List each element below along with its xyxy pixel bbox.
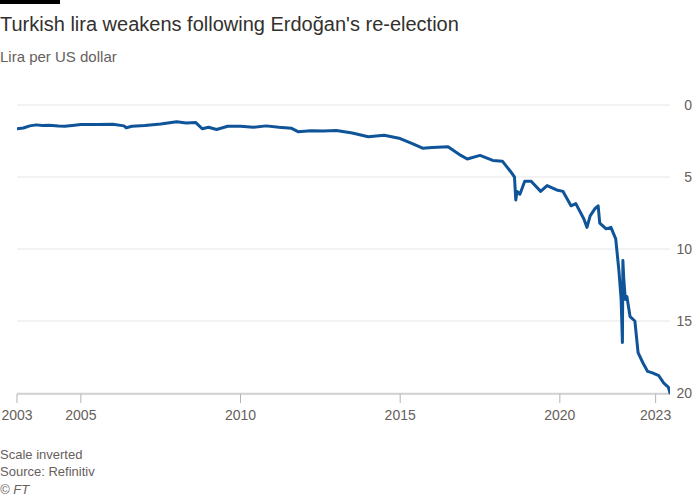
y-tick-label: 15 bbox=[676, 313, 692, 329]
brand-bar bbox=[0, 0, 60, 4]
x-tick bbox=[559, 394, 560, 403]
series-line bbox=[17, 122, 670, 393]
x-tick-label: 2023 bbox=[640, 407, 671, 423]
background bbox=[0, 0, 700, 500]
x-tick bbox=[80, 394, 81, 403]
y-tick-label: 10 bbox=[676, 241, 692, 257]
footnote: Source: Refinitiv bbox=[0, 464, 95, 479]
x-tick-label: 2005 bbox=[65, 407, 96, 423]
footnote: © FT bbox=[0, 482, 30, 497]
grid-line bbox=[17, 177, 670, 178]
grid-line bbox=[17, 393, 670, 394]
grid-line bbox=[17, 249, 670, 250]
y-tick-label: 20 bbox=[676, 385, 692, 401]
subtitle: Lira per US dollar bbox=[0, 48, 117, 65]
x-tick-label: 2015 bbox=[385, 407, 416, 423]
grid-line bbox=[17, 321, 670, 322]
y-tick-label: 5 bbox=[684, 169, 692, 185]
x-tick bbox=[17, 394, 18, 403]
x-tick bbox=[240, 394, 241, 403]
plot-area bbox=[17, 122, 670, 393]
x-axis-line bbox=[17, 394, 670, 395]
x-tick bbox=[400, 394, 401, 403]
y-tick-label: 0 bbox=[684, 97, 692, 113]
x-tick bbox=[655, 394, 656, 403]
footnote: Scale inverted bbox=[0, 447, 82, 462]
x-tick-label: 2020 bbox=[544, 407, 575, 423]
title: Turkish lira weakens following Erdoğan's… bbox=[0, 13, 459, 35]
x-tick-label: 2010 bbox=[225, 407, 256, 423]
grid-line bbox=[17, 105, 670, 106]
chart: Turkish lira weakens following Erdoğan's… bbox=[0, 0, 700, 500]
x-tick-label: 2003 bbox=[1, 407, 32, 423]
